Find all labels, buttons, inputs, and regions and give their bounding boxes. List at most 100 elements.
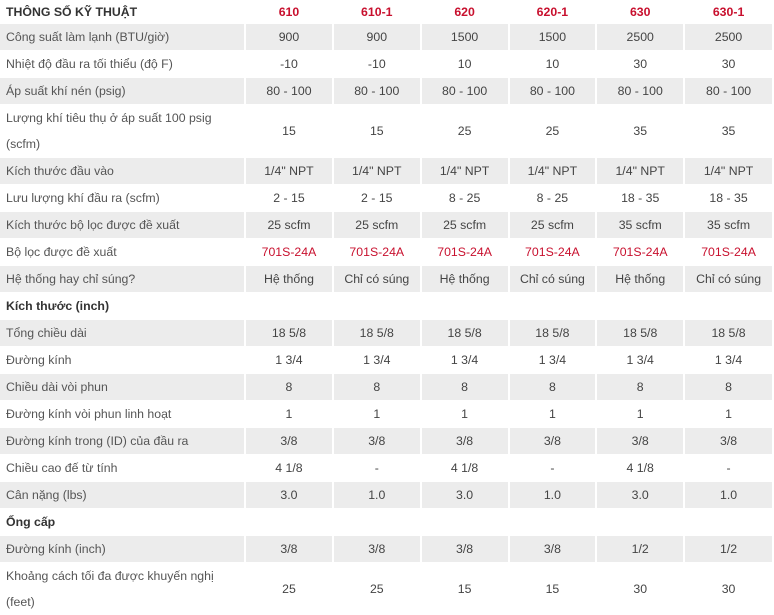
- cell-value: 8: [596, 374, 684, 401]
- cell-value: 4 1/8: [596, 455, 684, 482]
- row-label: Tổng chiều dài: [0, 320, 245, 347]
- cell-value: 10: [509, 51, 597, 78]
- cell-value: 30: [684, 563, 772, 615]
- cell-value: 15: [333, 105, 421, 158]
- cell-value: 3/8: [421, 428, 509, 455]
- cell-value: 18 5/8: [509, 320, 597, 347]
- cell-value: 15: [421, 563, 509, 615]
- row-inlet-size: Kích thước đầu vào 1/4" NPT 1/4" NPT 1/4…: [0, 158, 772, 185]
- row-label: Công suất làm lạnh (BTU/giờ): [0, 24, 245, 51]
- row-magnetic-base-height: Chiều cao đế từ tính 4 1/8 - 4 1/8 - 4 1…: [0, 455, 772, 482]
- row-label: Áp suất khí nén (psig): [0, 78, 245, 105]
- cell-value: 3/8: [509, 536, 597, 563]
- row-label: Hệ thống hay chỉ súng?: [0, 266, 245, 293]
- cell-value: 25 scfm: [245, 212, 333, 239]
- model-620: 620: [421, 1, 509, 24]
- row-label: Đường kính trong (ID) của đầu ra: [0, 428, 245, 455]
- cell-value: 3/8: [333, 536, 421, 563]
- cell-value: 3/8: [509, 428, 597, 455]
- cell-value: 80 - 100: [333, 78, 421, 105]
- row-label: Chiều dài vòi phun: [0, 374, 245, 401]
- cell-value: -10: [245, 51, 333, 78]
- row-recommended-filter: Bộ lọc được đề xuất 701S-24A 701S-24A 70…: [0, 239, 772, 266]
- cell-value: 2 - 15: [245, 185, 333, 212]
- cell-value: 8 - 25: [509, 185, 597, 212]
- cell-value: 4 1/8: [421, 455, 509, 482]
- cell-value: 25 scfm: [509, 212, 597, 239]
- row-nozzle-length: Chiều dài vòi phun 8 8 8 8 8 8: [0, 374, 772, 401]
- model-630: 630: [596, 1, 684, 24]
- filter-link[interactable]: 701S-24A: [684, 239, 772, 266]
- cell-value: 8: [421, 374, 509, 401]
- cell-value: 1.0: [509, 482, 597, 509]
- cell-value: 1 3/4: [421, 347, 509, 374]
- cell-value: 3.0: [421, 482, 509, 509]
- cell-value: 1 3/4: [509, 347, 597, 374]
- cell-value: 1/2: [684, 536, 772, 563]
- row-label: Chiều cao đế từ tính: [0, 455, 245, 482]
- row-flex-nozzle-diameter: Đường kính vòi phun linh hoạt 1 1 1 1 1 …: [0, 401, 772, 428]
- cell-value: 1/4" NPT: [333, 158, 421, 185]
- cell-value: 2 - 15: [333, 185, 421, 212]
- row-system-or-gun: Hệ thống hay chỉ súng? Hệ thống Chỉ có s…: [0, 266, 772, 293]
- cell-value: -10: [333, 51, 421, 78]
- cell-value: 25: [509, 105, 597, 158]
- cell-value: 35: [684, 105, 772, 158]
- cell-value: 18 5/8: [596, 320, 684, 347]
- row-pipe-diameter: Đường kính (inch) 3/8 3/8 3/8 3/8 1/2 1/…: [0, 536, 772, 563]
- cell-value: 18 5/8: [421, 320, 509, 347]
- cell-value: 35: [596, 105, 684, 158]
- cell-value: 3.0: [596, 482, 684, 509]
- cell-value: 1/2: [596, 536, 684, 563]
- cell-value: 18 5/8: [245, 320, 333, 347]
- filter-link[interactable]: 701S-24A: [245, 239, 333, 266]
- cell-value: Chỉ có súng: [509, 266, 597, 293]
- cell-value: 3/8: [421, 536, 509, 563]
- row-label: Khoảng cách tối đa được khuyến nghị (fee…: [0, 563, 245, 615]
- cell-value: 30: [684, 51, 772, 78]
- cell-value: 1.0: [684, 482, 772, 509]
- cell-value: Hệ thống: [421, 266, 509, 293]
- cell-value: 2500: [596, 24, 684, 51]
- cell-value: 80 - 100: [509, 78, 597, 105]
- cell-value: 1/4" NPT: [509, 158, 597, 185]
- row-cooling-capacity: Công suất làm lạnh (BTU/giờ) 900 900 150…: [0, 24, 772, 51]
- cell-value: 3/8: [684, 428, 772, 455]
- cell-value: 15: [509, 563, 597, 615]
- section-title: Ống cấp: [0, 509, 772, 536]
- cell-value: Chỉ có súng: [684, 266, 772, 293]
- cell-value: 1: [596, 401, 684, 428]
- cell-value: 18 - 35: [596, 185, 684, 212]
- cell-value: 1: [421, 401, 509, 428]
- row-total-length: Tổng chiều dài 18 5/8 18 5/8 18 5/8 18 5…: [0, 320, 772, 347]
- row-air-pressure: Áp suất khí nén (psig) 80 - 100 80 - 100…: [0, 78, 772, 105]
- row-label: Đường kính vòi phun linh hoạt: [0, 401, 245, 428]
- row-label: Lượng khí tiêu thụ ở áp suất 100 psig (s…: [0, 105, 245, 158]
- filter-link[interactable]: 701S-24A: [333, 239, 421, 266]
- cell-value: 2500: [684, 24, 772, 51]
- model-610-1: 610-1: [333, 1, 421, 24]
- cell-value: 35 scfm: [684, 212, 772, 239]
- cell-value: Hệ thống: [245, 266, 333, 293]
- cell-value: 1/4" NPT: [596, 158, 684, 185]
- row-outlet-flow: Lưu lượng khí đầu ra (scfm) 2 - 15 2 - 1…: [0, 185, 772, 212]
- row-outlet-id: Đường kính trong (ID) của đầu ra 3/8 3/8…: [0, 428, 772, 455]
- cell-value: 1.0: [333, 482, 421, 509]
- cell-value: 8: [333, 374, 421, 401]
- cell-value: 25: [333, 563, 421, 615]
- cell-value: 1 3/4: [684, 347, 772, 374]
- cell-value: 1: [333, 401, 421, 428]
- cell-value: 1 3/4: [596, 347, 684, 374]
- cell-value: -: [333, 455, 421, 482]
- cell-value: Chỉ có súng: [333, 266, 421, 293]
- filter-link[interactable]: 701S-24A: [421, 239, 509, 266]
- cell-value: 80 - 100: [684, 78, 772, 105]
- cell-value: 18 - 35: [684, 185, 772, 212]
- cell-value: 18 5/8: [684, 320, 772, 347]
- cell-value: 4 1/8: [245, 455, 333, 482]
- filter-link[interactable]: 701S-24A: [596, 239, 684, 266]
- cell-value: 1/4" NPT: [421, 158, 509, 185]
- cell-value: 1/4" NPT: [245, 158, 333, 185]
- section-dimensions-header: Kích thước (inch): [0, 293, 772, 320]
- filter-link[interactable]: 701S-24A: [509, 239, 597, 266]
